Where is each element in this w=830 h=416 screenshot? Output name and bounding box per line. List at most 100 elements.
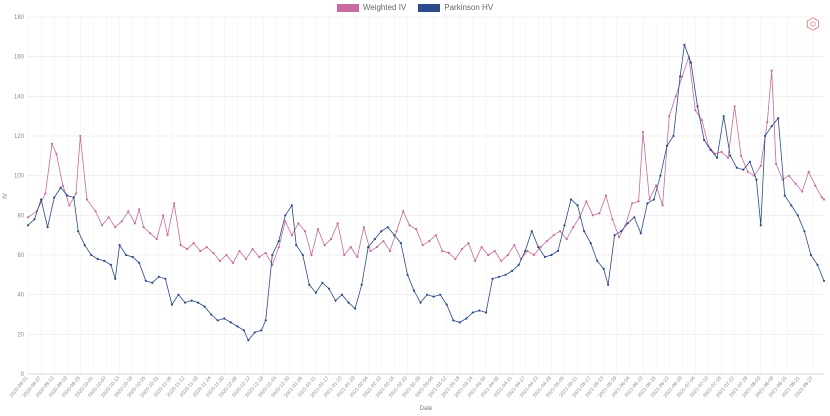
data-point-weighted-iv	[297, 222, 300, 225]
x-axis: 2020-09-012020-09-072020-09-132020-09-19…	[8, 373, 824, 399]
data-point-parkinson-hv	[236, 325, 239, 328]
data-point-weighted-iv	[447, 251, 450, 255]
data-point-parkinson-hv	[412, 289, 416, 292]
data-point-parkinson-hv	[550, 253, 553, 257]
data-point-parkinson-hv	[334, 299, 337, 302]
data-point-parkinson-hv	[210, 313, 213, 316]
data-point-parkinson-hv	[340, 293, 344, 296]
legend-label-weighted-iv: Weighted IV	[362, 3, 407, 12]
data-point-parkinson-hv	[748, 160, 752, 163]
data-point-parkinson-hv	[77, 230, 80, 233]
y-tick-label: 80	[17, 213, 24, 219]
data-point-parkinson-hv	[703, 138, 706, 142]
data-point-weighted-iv	[101, 224, 104, 227]
data-point-parkinson-hv	[689, 61, 693, 64]
data-point-parkinson-hv	[301, 253, 304, 257]
data-point-weighted-iv	[820, 196, 823, 199]
data-point-parkinson-hv	[284, 214, 287, 217]
data-point-weighted-iv	[68, 204, 71, 207]
data-point-parkinson-hv	[458, 321, 461, 324]
data-point-parkinson-hv	[569, 198, 573, 201]
y-tick-label: 160	[14, 55, 25, 61]
data-point-weighted-iv	[822, 198, 826, 201]
data-point-parkinson-hv	[504, 273, 507, 276]
y-tick-label: 0	[21, 372, 25, 378]
data-point-parkinson-hv	[380, 230, 383, 233]
data-point-weighted-iv	[61, 184, 64, 187]
data-point-parkinson-hv	[783, 194, 786, 197]
data-point-parkinson-hv	[583, 230, 586, 233]
data-point-parkinson-hv	[277, 240, 280, 243]
data-point-parkinson-hv	[264, 319, 267, 322]
data-point-parkinson-hv	[170, 303, 173, 306]
y-tick-label: 140	[14, 94, 25, 100]
legend-swatch-weighted-iv	[336, 3, 359, 12]
data-point-parkinson-hv	[223, 317, 226, 320]
data-point-parkinson-hv	[354, 307, 357, 310]
data-point-weighted-iv	[74, 192, 78, 195]
data-point-weighted-iv	[766, 121, 769, 124]
y-tick-label: 100	[14, 174, 25, 180]
data-point-weighted-iv	[454, 257, 457, 261]
data-point-weighted-iv	[133, 222, 136, 225]
grid-lines	[27, 16, 824, 375]
data-point-parkinson-hv	[46, 226, 49, 229]
legend-label-parkinson-hv: Parkinson HV	[444, 3, 494, 12]
data-point-weighted-iv	[460, 248, 464, 251]
data-point-weighted-iv	[720, 150, 723, 153]
data-point-weighted-iv	[559, 230, 562, 233]
data-point-weighted-iv	[421, 244, 424, 247]
data-point-parkinson-hv	[327, 287, 331, 290]
data-point-parkinson-hv	[716, 156, 719, 159]
data-point-weighted-iv	[192, 242, 195, 245]
data-point-weighted-iv	[277, 246, 280, 249]
data-point-weighted-iv	[700, 119, 704, 122]
data-point-parkinson-hv	[796, 214, 799, 217]
data-point-parkinson-hv	[190, 299, 193, 302]
data-point-weighted-iv	[50, 142, 54, 145]
data-point-parkinson-hv	[672, 134, 675, 138]
data-point-weighted-iv	[526, 249, 529, 253]
data-point-parkinson-hv	[295, 244, 298, 247]
data-point-weighted-iv	[199, 249, 202, 253]
data-point-weighted-iv	[155, 238, 158, 241]
data-point-parkinson-hv	[696, 105, 699, 108]
data-point-weighted-iv	[356, 255, 359, 259]
data-point-weighted-iv	[637, 200, 640, 203]
data-point-parkinson-hv	[484, 311, 488, 314]
data-point-parkinson-hv	[138, 261, 141, 264]
y-axis-label: IV	[3, 193, 9, 199]
data-point-parkinson-hv	[764, 134, 767, 138]
data-point-parkinson-hv	[510, 269, 514, 272]
data-point-weighted-iv	[316, 228, 320, 231]
data-point-parkinson-hv	[419, 301, 422, 304]
data-point-parkinson-hv	[109, 263, 112, 266]
data-point-parkinson-hv	[709, 148, 712, 151]
data-point-parkinson-hv	[314, 291, 317, 294]
data-point-weighted-iv	[330, 238, 333, 241]
data-point-weighted-iv	[733, 105, 736, 108]
data-point-parkinson-hv	[607, 283, 610, 286]
data-point-parkinson-hv	[33, 218, 36, 221]
data-point-parkinson-hv	[589, 242, 592, 245]
data-point-weighted-iv	[336, 222, 339, 225]
data-point-weighted-iv	[218, 259, 221, 262]
data-point-parkinson-hv	[83, 244, 86, 247]
data-point-weighted-iv	[120, 220, 123, 223]
data-point-parkinson-hv	[393, 234, 396, 237]
data-point-weighted-iv	[759, 164, 762, 167]
data-point-weighted-iv	[467, 242, 470, 245]
data-point-weighted-iv	[506, 253, 509, 257]
data-point-weighted-iv	[107, 216, 110, 219]
legend-item-parkinson-hv[interactable]: Parkinson HV	[418, 3, 493, 12]
data-point-parkinson-hv	[452, 319, 455, 322]
data-point-parkinson-hv	[576, 204, 579, 207]
data-point-weighted-iv	[585, 200, 588, 203]
data-point-weighted-iv	[382, 240, 385, 243]
data-point-weighted-iv	[264, 251, 267, 255]
legend-item-weighted-iv[interactable]: Weighted IV	[336, 3, 407, 12]
data-point-weighted-iv	[138, 208, 141, 211]
data-point-parkinson-hv	[260, 329, 263, 332]
data-point-parkinson-hv	[157, 275, 160, 278]
data-point-weighted-iv	[604, 194, 608, 197]
